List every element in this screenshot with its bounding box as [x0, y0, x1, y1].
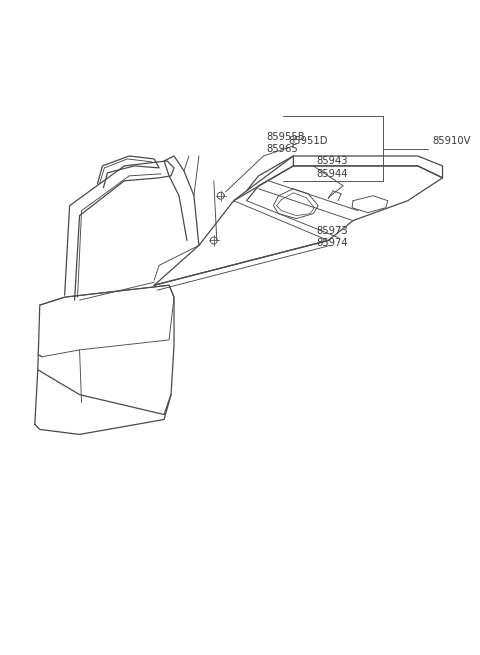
Text: 85943: 85943 [316, 156, 348, 166]
Text: 85965: 85965 [266, 144, 298, 154]
Text: 85944: 85944 [316, 169, 348, 179]
Text: 85910V: 85910V [432, 136, 471, 146]
Text: 85955B: 85955B [266, 132, 305, 142]
Text: 85973: 85973 [316, 225, 348, 236]
Text: 85974: 85974 [316, 238, 348, 248]
Text: 85951D: 85951D [288, 136, 328, 146]
